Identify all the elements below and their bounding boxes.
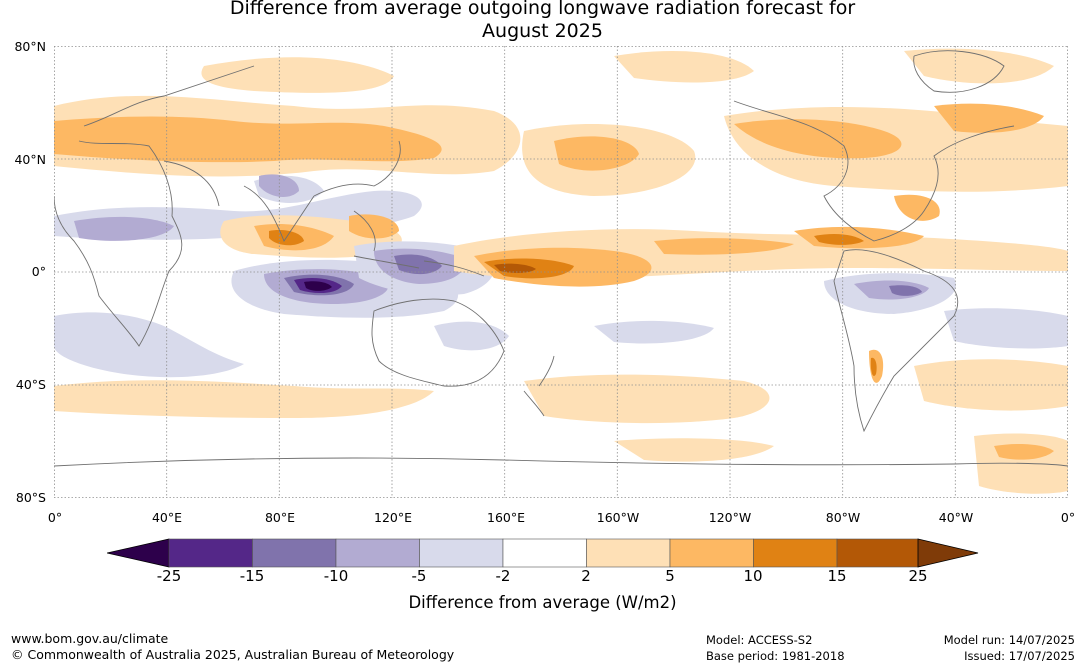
colorbar-tick: 5 bbox=[665, 567, 675, 585]
lon-label-120e: 120°E bbox=[373, 510, 413, 525]
map-title: Difference from average outgoing longwav… bbox=[0, 0, 1085, 43]
colorbar-swatch bbox=[669, 538, 754, 568]
website-link[interactable]: www.bom.gov.au/climate bbox=[11, 631, 169, 646]
colorbar-swatch bbox=[419, 538, 504, 568]
lon-label-40w: 40°W bbox=[938, 510, 974, 525]
lon-label-0: 0° bbox=[47, 510, 63, 525]
anomaly-region bbox=[74, 216, 174, 241]
anomaly-region bbox=[554, 136, 639, 171]
anomaly-region bbox=[870, 357, 877, 377]
anomaly-region bbox=[894, 194, 940, 221]
title-line-2: August 2025 bbox=[482, 20, 603, 42]
graticule bbox=[54, 46, 1068, 498]
colorbar-tick: -5 bbox=[411, 567, 427, 585]
colorbar-swatch bbox=[917, 538, 979, 568]
lat-label-80s: 80°S bbox=[15, 490, 46, 505]
footer-model-info: Model: ACCESS-S2 Base period: 1981-2018 bbox=[706, 632, 845, 664]
anomaly-region bbox=[734, 119, 902, 159]
anomaly-region bbox=[614, 51, 754, 83]
lat-label-40n: 40°N bbox=[14, 152, 46, 167]
issued-date: Issued: 17/07/2025 bbox=[964, 649, 1075, 663]
anomaly-map bbox=[54, 46, 1068, 498]
anomaly-region bbox=[434, 321, 509, 351]
anomaly-map-svg bbox=[54, 46, 1068, 498]
model-name: Model: ACCESS-S2 bbox=[706, 633, 813, 647]
colorbar-swatch bbox=[586, 538, 671, 568]
colorbar-swatch bbox=[753, 538, 838, 568]
colorbar-tick: 2 bbox=[581, 567, 591, 585]
anomaly-region bbox=[394, 254, 442, 275]
lon-label-160w: 160°W bbox=[596, 510, 640, 525]
anomaly-region bbox=[934, 103, 1044, 133]
lat-label-80n: 80°N bbox=[14, 39, 46, 54]
coastlines bbox=[54, 50, 1068, 467]
colorbar-tick: 15 bbox=[827, 567, 847, 585]
lat-label-equator: 0° bbox=[31, 264, 46, 279]
anomaly-region bbox=[594, 320, 714, 344]
lat-label-40s: 40°S bbox=[15, 377, 46, 392]
footer-run-info: Model run: 14/07/2025 Issued: 17/07/2025 bbox=[944, 632, 1075, 664]
lon-label-120w: 120°W bbox=[708, 510, 752, 525]
colorbar-tick: -15 bbox=[239, 567, 265, 585]
anomaly-region bbox=[524, 374, 770, 424]
colorbar-swatch bbox=[107, 538, 170, 568]
colorbar-swatch bbox=[502, 538, 587, 568]
anomaly-region bbox=[904, 48, 1054, 84]
colorbar-tick: 10 bbox=[743, 567, 763, 585]
anomaly-region bbox=[814, 233, 864, 245]
colorbar-tick: -2 bbox=[495, 567, 511, 585]
colorbar-tick: 25 bbox=[908, 567, 928, 585]
lon-label-0-east: 0° bbox=[1060, 510, 1076, 525]
anomaly-region bbox=[944, 308, 1068, 349]
lon-label-80e: 80°E bbox=[264, 510, 296, 525]
anomaly-region bbox=[54, 312, 244, 378]
lon-label-40e: 40°E bbox=[151, 510, 183, 525]
anomaly-region bbox=[349, 214, 399, 239]
colorbar-tick: -10 bbox=[323, 567, 349, 585]
colorbar-swatch bbox=[252, 538, 337, 568]
colorbar bbox=[107, 538, 979, 568]
anomaly-region bbox=[614, 438, 774, 462]
title-line-1: Difference from average outgoing longwav… bbox=[229, 0, 856, 19]
base-period: Base period: 1981-2018 bbox=[706, 649, 845, 663]
anomaly-region bbox=[259, 174, 299, 198]
model-run-date: Model run: 14/07/2025 bbox=[943, 633, 1075, 647]
anomaly-region bbox=[994, 443, 1054, 460]
colorbar-tick: -25 bbox=[156, 567, 182, 585]
anomaly-region bbox=[889, 285, 922, 296]
anomaly-region bbox=[304, 281, 332, 291]
copyright-text: © Commonwealth of Australia 2025, Austra… bbox=[11, 647, 455, 662]
colorbar-swatch bbox=[168, 538, 253, 568]
footer-credits: www.bom.gov.au/climate © Commonwealth of… bbox=[11, 631, 454, 663]
anomaly-region bbox=[654, 238, 794, 255]
colorbar-swatch bbox=[836, 538, 919, 568]
colorbar-label: Difference from average (W/m2) bbox=[408, 593, 677, 612]
anomaly-region bbox=[914, 359, 1068, 411]
colorbar-swatch bbox=[335, 538, 420, 568]
lon-label-80w: 80°W bbox=[825, 510, 861, 525]
anomaly-region bbox=[54, 116, 442, 163]
lon-label-160e: 160°E bbox=[486, 510, 526, 525]
anomaly-region bbox=[201, 57, 394, 93]
anomaly-region bbox=[54, 380, 434, 418]
